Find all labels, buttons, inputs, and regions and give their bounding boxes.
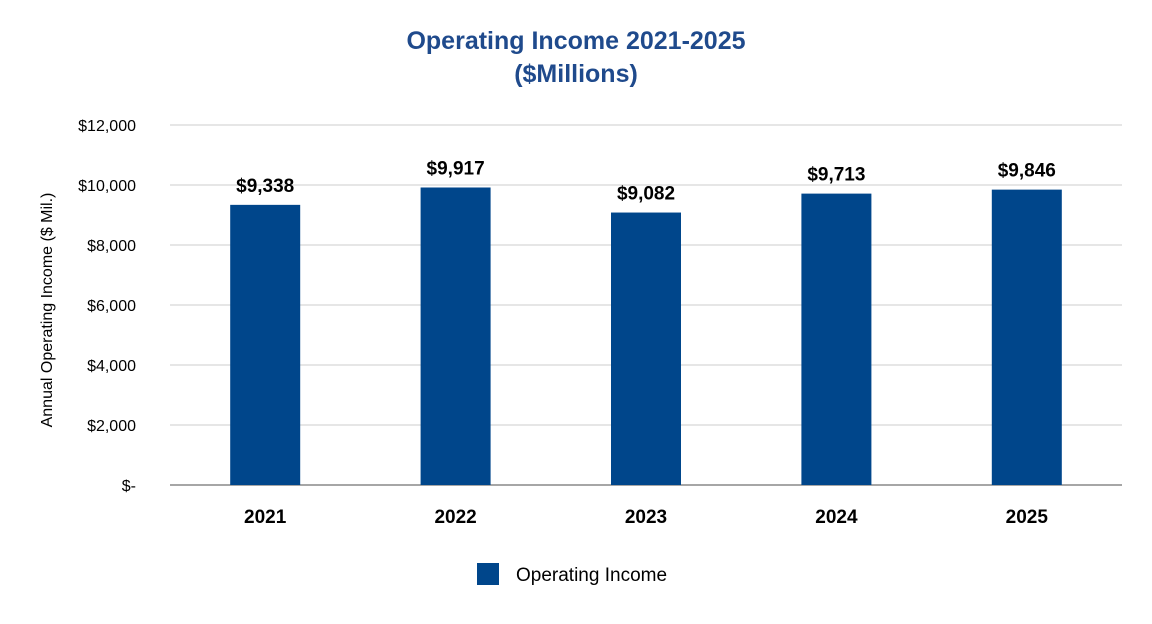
y-tick-label: $4,000 (87, 358, 136, 375)
bar (611, 212, 681, 486)
data-label: $9,082 (617, 184, 675, 205)
x-tick-label: 2024 (815, 507, 858, 528)
data-label: $9,917 (427, 158, 485, 179)
x-tick-label: 2025 (1006, 507, 1049, 528)
bar (420, 187, 491, 486)
bar (230, 204, 301, 486)
y-tick-label: $6,000 (87, 298, 136, 315)
y-tick-label: $12,000 (78, 118, 136, 135)
x-tick-label: 2021 (244, 507, 287, 528)
y-tick-label: $- (122, 478, 136, 495)
chart-title: Operating Income 2021-2025 (406, 27, 746, 55)
bar (991, 189, 1062, 485)
bar (801, 193, 872, 486)
y-axis-title: Annual Operating Income ($ Mil.) (39, 193, 56, 428)
x-tick-label: 2023 (625, 507, 667, 528)
data-label: $9,846 (998, 161, 1056, 182)
legend-swatch (477, 563, 499, 585)
y-tick-label: $2,000 (87, 418, 136, 435)
data-label: $9,338 (236, 176, 294, 197)
data-label: $9,713 (807, 165, 865, 186)
x-tick-label: 2022 (434, 507, 476, 528)
y-tick-label: $10,000 (78, 178, 136, 195)
legend-label: Operating Income (516, 565, 667, 586)
y-tick-label: $8,000 (87, 238, 136, 255)
chart-subtitle: ($Millions) (514, 60, 638, 88)
